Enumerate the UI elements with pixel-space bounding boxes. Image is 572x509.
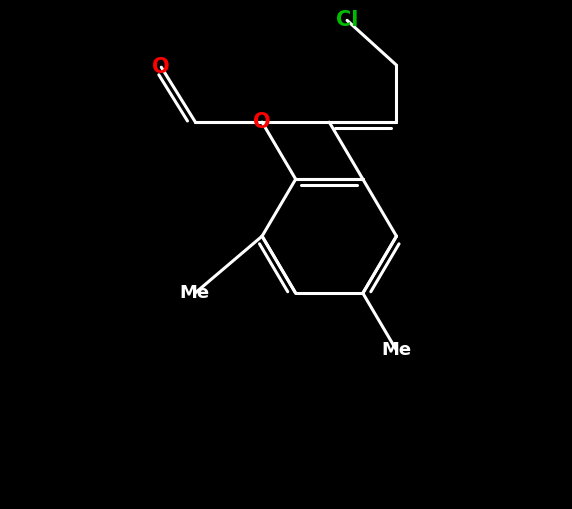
- Text: O: O: [153, 57, 170, 77]
- Text: Me: Me: [180, 284, 210, 302]
- Text: Me: Me: [382, 341, 411, 359]
- Text: Cl: Cl: [336, 10, 358, 31]
- Text: O: O: [253, 112, 271, 132]
